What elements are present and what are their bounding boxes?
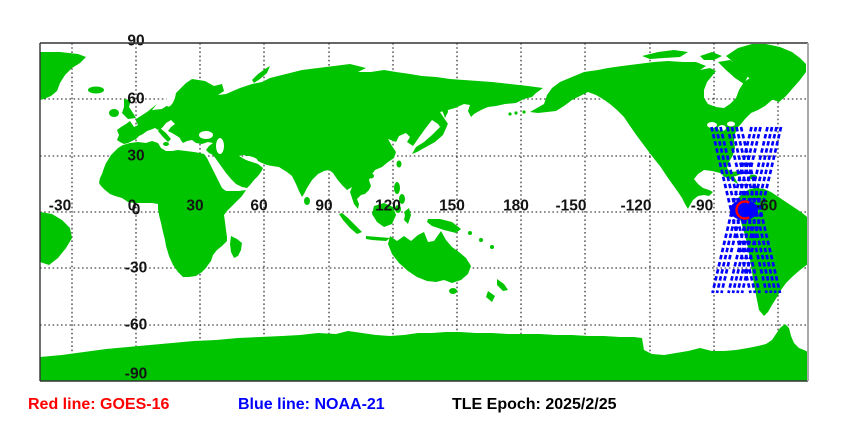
landmass-java [366,236,390,241]
landmass-hokkaido [438,120,448,128]
landmass-vanuatu [479,238,483,242]
landmass-iceland [88,86,104,94]
water-black-sea [199,131,213,139]
svg-text:-60: -60 [755,198,777,215]
landmass-japan [412,126,447,154]
water-great-lakes-1 [707,122,717,128]
landmass-tasmania [449,288,457,294]
svg-text:30: 30 [186,198,203,215]
grid-tick-labels: -30 0 30 60 90 120 150 180 -150 -120 -90 -60 90 60 30 0… [49,33,777,383]
landmass-luzon [394,182,400,194]
landmass-new-guinea [427,219,461,233]
landmass-aleutians-1 [522,110,526,114]
svg-text:60: 60 [250,198,267,215]
svg-text:60: 60 [127,91,144,108]
landmass-aleutians-2 [514,111,518,115]
landmass-arctic-islands-west [642,50,688,59]
svg-text:-150: -150 [555,198,586,215]
goes16-position-ring [735,200,750,220]
svg-text:0: 0 [128,198,137,215]
landmass-sumatra [339,213,362,234]
svg-text:0: 0 [132,202,141,219]
landmass-madagascar [230,236,242,258]
landmass-sulawesi [404,208,411,224]
landmass-italy [158,128,171,142]
water-baltic-sea [166,87,176,107]
svg-text:150: 150 [439,198,465,215]
landmass-antarctica [40,324,808,381]
landmass-borneo [372,203,396,227]
landmass-arctic-islands-east [700,52,722,60]
landmass-solomons [468,231,472,235]
landmass-sicily [163,142,169,146]
svg-text:-90: -90 [125,366,147,383]
svg-text:-120: -120 [620,198,651,215]
legend-noaa21-label: Blue line: NOAA-21 [238,396,385,413]
landmass-ireland [109,109,119,117]
svg-text:180: 180 [503,198,529,215]
water-persian-gulf [244,155,258,163]
svg-text:90: 90 [315,198,332,215]
continents-layer [40,44,808,381]
landmass-eurasia [117,64,543,209]
landmass-fiji [490,245,494,249]
landmass-baffin [718,60,748,84]
landmass-greenland-east-wrap [40,52,86,100]
water-caspian-sea [216,138,224,154]
legend-goes16-label: Red line: GOES-16 [28,396,170,413]
noaa21-ground-tracks [710,126,783,294]
landmass-sakhalin [441,99,448,118]
svg-text:-60: -60 [125,317,147,334]
landmass-hainan [368,173,374,179]
legend-tle-epoch-label: TLE Epoch: 2025/2/25 [452,396,617,413]
legend: Red line: GOES-16 Blue line: NOAA-21 TLE… [0,396,850,420]
landmass-visayas [399,194,405,204]
landmass-mindanao [395,205,401,213]
water-great-lakes-3 [727,121,735,127]
landmass-greece [180,136,187,143]
svg-text:-30: -30 [49,198,71,215]
svg-text:90: 90 [127,33,144,50]
landmass-novaya-zemlya [252,66,270,83]
landmass-brazil-east-wrap [40,212,72,265]
noaa21-position-dot [730,200,758,220]
landmass-britain [122,99,136,119]
landmass-taiwan [396,160,402,168]
svg-text:30: 30 [127,148,144,165]
landmass-north-america [530,61,779,209]
landmass-new-zealand-south [486,291,495,302]
svg-text:-90: -90 [691,198,713,215]
landmass-aleutians-3 [508,112,512,116]
svg-text:-30: -30 [125,260,147,277]
landmass-australia [388,231,471,283]
landmass-new-zealand-north [497,279,508,291]
landmass-sri-lanka [304,197,310,205]
landmass-greenland [726,44,806,102]
svg-text:120: 120 [375,198,401,215]
plot-border [39,42,809,382]
landmass-africa [99,141,246,277]
